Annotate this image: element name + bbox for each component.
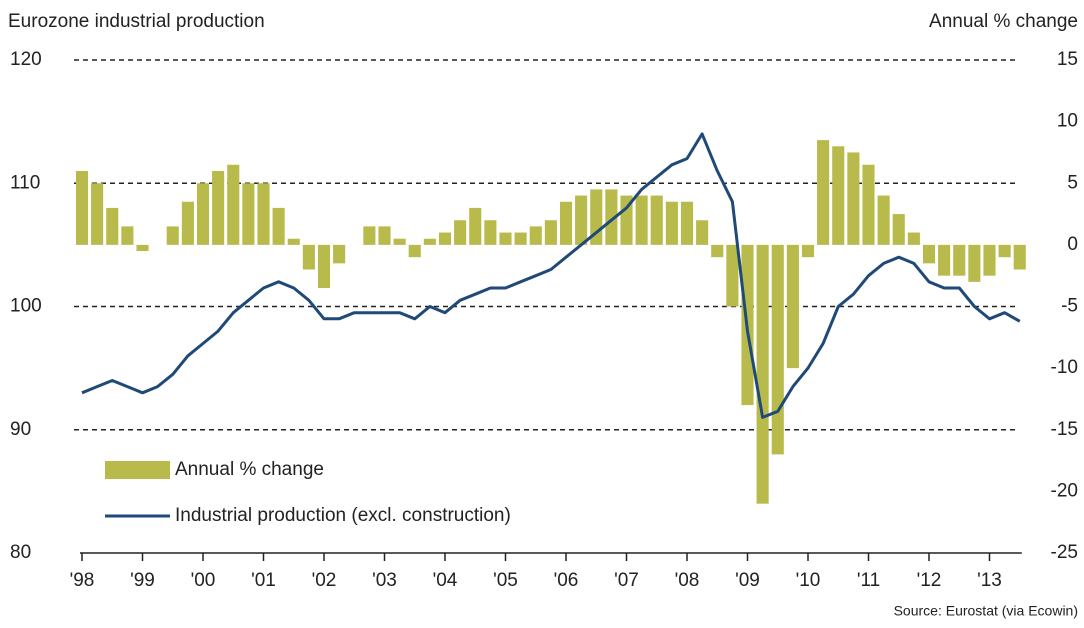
y-tick-label: 120	[10, 49, 42, 70]
bar	[423, 238, 436, 245]
bar	[998, 244, 1011, 258]
x-tick-label: '03	[372, 570, 397, 591]
y2-tick-label: -10	[1051, 357, 1078, 378]
bar	[378, 226, 391, 245]
bar	[756, 244, 769, 504]
y2-axis-label: Annual % change	[929, 11, 1078, 32]
x-tick-label: '06	[554, 570, 579, 591]
bar	[801, 244, 815, 258]
bar	[786, 244, 799, 369]
x-tick-label: '98	[70, 570, 95, 591]
source: Source: Eurostat (via Ecowin)	[894, 603, 1078, 619]
bar	[454, 220, 467, 245]
bar	[91, 183, 104, 245]
bar	[393, 238, 406, 245]
bar	[181, 201, 194, 245]
bar	[726, 244, 739, 307]
bar	[1013, 244, 1026, 270]
legend-label: Industrial production (excl. constructio…	[175, 505, 511, 526]
chart-title: Eurozone industrial production	[8, 11, 265, 32]
bar	[892, 214, 905, 245]
y2-tick-label: 10	[1057, 111, 1078, 132]
x-tick-label: '12	[917, 570, 942, 591]
y2-tick-label: -5	[1061, 296, 1078, 317]
bar	[257, 183, 270, 245]
x-tick-label: '05	[493, 570, 518, 591]
bar	[559, 201, 573, 245]
bar	[605, 189, 618, 245]
bar	[469, 207, 482, 245]
y2-tick-label: -15	[1051, 419, 1078, 440]
bar	[635, 195, 648, 245]
bar	[302, 244, 315, 270]
bar	[832, 146, 845, 245]
bar	[499, 232, 512, 245]
x-tick-label: '11	[857, 570, 880, 591]
x-tick-label: '10	[796, 570, 821, 591]
bar	[907, 232, 920, 245]
y2-tick-label: 0	[1067, 234, 1078, 255]
bar	[696, 220, 709, 245]
bar	[363, 226, 376, 245]
x-tick-label: '99	[130, 570, 155, 591]
x-tick-label: '00	[191, 570, 216, 591]
bar	[953, 244, 966, 276]
legend-swatch	[105, 461, 170, 479]
y-tick-label: 110	[10, 172, 40, 193]
bar	[438, 232, 452, 245]
bar	[272, 207, 285, 245]
bar	[514, 232, 527, 245]
bar	[166, 226, 179, 245]
bar	[75, 170, 89, 245]
y2-tick-label: 15	[1057, 49, 1078, 70]
bar	[242, 183, 255, 245]
bar	[983, 244, 996, 276]
x-tick-label: '02	[312, 570, 337, 591]
bar	[212, 170, 225, 245]
y2-tick-label: -25	[1051, 542, 1078, 563]
bar	[287, 238, 300, 245]
x-tick-label: '09	[735, 570, 760, 591]
bar	[771, 244, 784, 455]
y-tick-label: 100	[10, 296, 42, 317]
bar	[877, 195, 890, 245]
bar	[544, 220, 557, 245]
x-tick-label: '13	[977, 570, 1002, 591]
y2-tick-label: -20	[1051, 480, 1078, 501]
bar	[680, 201, 694, 245]
bar	[317, 244, 331, 289]
x-tick-label: '08	[675, 570, 700, 591]
bar	[711, 244, 724, 258]
legend-label: Annual % change	[175, 459, 324, 480]
x-tick-label: '04	[433, 570, 458, 591]
bar	[817, 140, 830, 245]
bar	[968, 244, 981, 282]
bar	[106, 207, 119, 245]
x-tick-label: '01	[251, 570, 276, 591]
line	[81, 132, 1021, 419]
bar	[136, 244, 149, 252]
x-tick-label: '07	[614, 570, 639, 591]
bar	[484, 220, 497, 245]
y2-tick-label: 5	[1067, 172, 1078, 193]
bar	[333, 244, 346, 264]
bar	[847, 152, 860, 245]
bar	[938, 244, 951, 276]
bar	[227, 164, 240, 245]
bar	[529, 226, 542, 245]
bar	[620, 195, 633, 245]
bar	[665, 201, 678, 245]
bar	[650, 195, 663, 245]
bar	[575, 195, 588, 245]
bar	[922, 244, 936, 264]
bar	[121, 226, 134, 245]
bar	[196, 183, 210, 245]
bar	[408, 244, 421, 258]
y-tick-label: 90	[10, 419, 31, 440]
bar	[862, 164, 875, 245]
y-tick-label: 80	[10, 542, 31, 563]
